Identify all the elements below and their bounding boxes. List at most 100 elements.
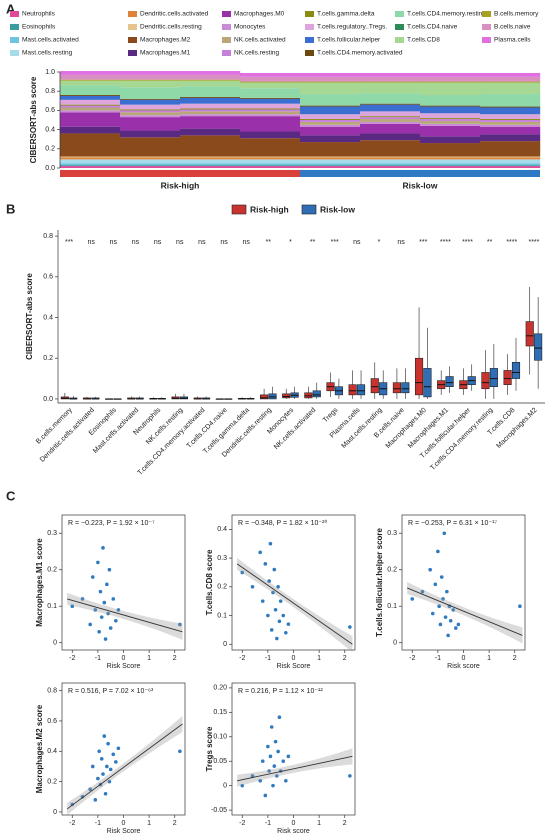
point (269, 628, 274, 632)
bar-segment (180, 109, 241, 112)
y-tick-label: 0 (53, 640, 57, 647)
point (428, 567, 432, 572)
bar-segment (60, 165, 121, 167)
point (111, 597, 116, 601)
point (178, 749, 182, 754)
bar-segment (180, 103, 241, 109)
y-tick-label: 0.2 (47, 567, 57, 574)
bar-segment (120, 71, 181, 75)
bar-segment (420, 163, 481, 166)
point (451, 608, 456, 612)
bar-segment (120, 79, 181, 81)
bar-segment (420, 166, 481, 168)
point (114, 619, 118, 623)
legend-swatch (222, 11, 231, 17)
point (90, 575, 95, 579)
x-axis-label: Risk Score (277, 663, 311, 670)
x-tick-label: -1 (95, 820, 101, 827)
group-bar (300, 170, 540, 177)
bar-segment (300, 82, 361, 95)
x-tick-label: 1 (147, 820, 151, 827)
significance: *** (419, 239, 427, 246)
legend-swatch (128, 24, 137, 30)
bar-segment (300, 124, 361, 127)
confidence-band (67, 592, 183, 640)
significance: ** (310, 239, 316, 246)
y-tick-label: 0.6 (43, 274, 53, 281)
point (105, 582, 109, 587)
legend-label: Risk-high (250, 204, 289, 214)
bar-segment (300, 81, 361, 83)
point (436, 549, 440, 554)
legend-label: Macrophages.M2 (140, 37, 191, 44)
bar-segment (420, 156, 481, 158)
bar-segment (420, 105, 481, 107)
point (410, 597, 415, 601)
bar-segment (240, 114, 301, 117)
box (503, 370, 512, 385)
x-tick-label: -1 (265, 820, 271, 827)
bar-segment (300, 142, 361, 157)
legend-label: Dendritic.cells.resting (140, 24, 202, 31)
bar-segment (300, 119, 361, 120)
y-tick-label: 0 (223, 641, 227, 648)
point (70, 604, 75, 609)
x-tick-label: 2 (513, 655, 517, 662)
bar-segment (360, 93, 421, 104)
x-tick-label: Macrophages.M1 (407, 407, 450, 450)
y-tick-label: 0.4 (43, 314, 53, 321)
x-tick-label: 1 (317, 655, 321, 662)
bar-segment (60, 157, 121, 160)
bar-segment (180, 111, 241, 115)
bar-segment (480, 159, 541, 164)
significance: ns (198, 239, 206, 246)
bar-segment (180, 79, 241, 81)
bar-segment (240, 111, 301, 115)
bar-segment (240, 97, 301, 99)
bar-segment (480, 165, 541, 167)
point (448, 619, 453, 623)
bar-segment (240, 131, 301, 139)
box (401, 382, 410, 394)
bar-segment (120, 74, 181, 80)
x-tick-label: -2 (69, 820, 75, 827)
legend-swatch (482, 24, 491, 30)
bar-segment (120, 117, 181, 131)
point (433, 582, 438, 587)
box (370, 378, 379, 394)
point (275, 636, 279, 641)
bar-segment (120, 156, 181, 158)
legend-swatch (305, 50, 314, 56)
bar-segment (360, 166, 421, 168)
chart-title: R = −0.223, P = 1.92 × 10⁻⁷ (68, 520, 155, 527)
fit-line (67, 598, 183, 633)
x-tick-label: 2 (173, 820, 177, 827)
point (268, 754, 273, 759)
panel-label: C (6, 488, 16, 503)
point (101, 546, 105, 550)
bar-segment (420, 81, 481, 83)
bar-segment (300, 159, 361, 164)
y-tick-label: 0.3 (47, 530, 57, 537)
significance: **** (506, 239, 517, 246)
legend-label: T.cells.regulatory..Tregs. (317, 24, 387, 31)
bar-segment (300, 126, 361, 136)
y-tick-label: 0.2 (47, 778, 57, 785)
bar-segment (60, 110, 121, 113)
point (271, 590, 275, 595)
box (445, 376, 454, 388)
point (442, 531, 447, 536)
legend-label: T.cells.follicular.helper (317, 37, 381, 44)
bar-segment (300, 135, 361, 143)
bar-segment (420, 95, 481, 106)
x-tick-label: Tregs (322, 406, 340, 424)
bar-segment (420, 82, 481, 96)
point (272, 764, 277, 768)
legend-swatch (395, 24, 404, 30)
point (98, 589, 103, 594)
bar-segment (60, 166, 121, 168)
bar-segment (420, 125, 481, 137)
bar-segment (360, 76, 421, 82)
point (286, 622, 291, 626)
point (284, 630, 288, 635)
